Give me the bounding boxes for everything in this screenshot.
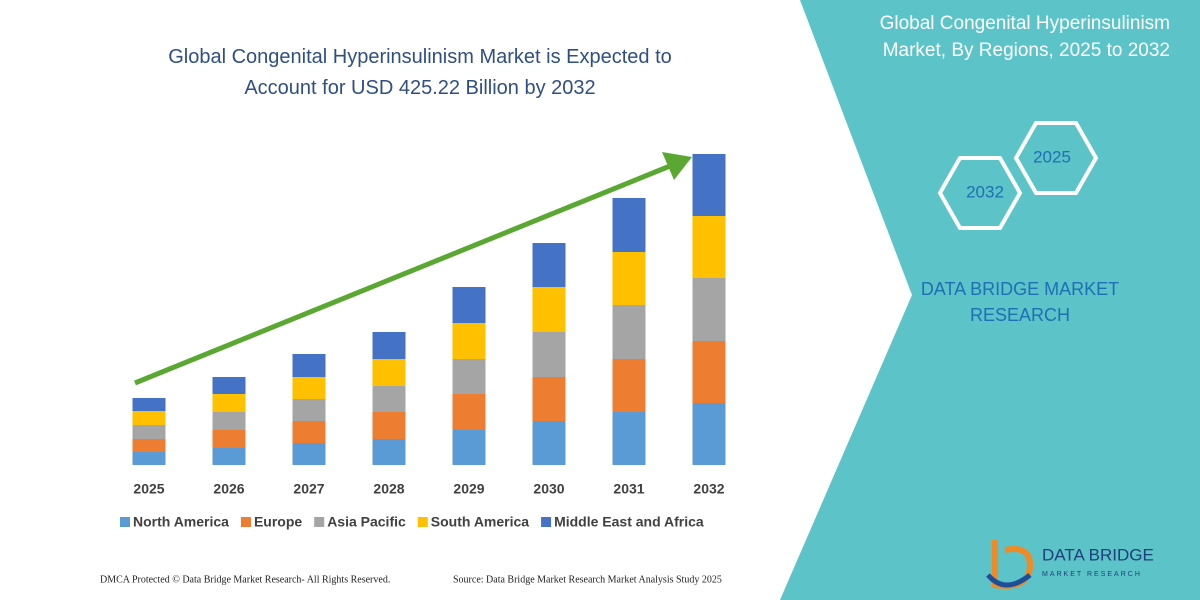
bar-segment bbox=[292, 443, 326, 465]
bar-segment bbox=[292, 354, 326, 377]
x-tick-label: 2029 bbox=[453, 481, 484, 497]
legend-label: North America bbox=[133, 514, 229, 530]
hexagon-label: 2032 bbox=[966, 182, 1004, 201]
bar-segment bbox=[132, 452, 166, 465]
bar-segment bbox=[212, 377, 246, 394]
bar-segment bbox=[132, 398, 166, 411]
chart-title: Global Congenital Hyperinsulinism Market… bbox=[168, 46, 672, 99]
bar-segment bbox=[532, 243, 566, 287]
bar-segment bbox=[452, 287, 486, 323]
bar-segment bbox=[372, 332, 406, 359]
bar-segment bbox=[292, 377, 326, 399]
trend-arrow bbox=[134, 163, 671, 386]
legend-label: South America bbox=[431, 514, 529, 530]
footer-right: Source: Data Bridge Market Research Mark… bbox=[453, 574, 722, 585]
logo: DATA BRIDGE MARKET RESEARCH bbox=[986, 540, 1154, 589]
bar-segment bbox=[692, 154, 726, 216]
bar-segment bbox=[292, 399, 326, 421]
bar-segment bbox=[132, 439, 166, 452]
bar-segment bbox=[452, 323, 486, 359]
bar-segment bbox=[612, 198, 646, 252]
hexagon-label: 2025 bbox=[1033, 147, 1071, 166]
bar-segment bbox=[532, 377, 566, 421]
bar-segment bbox=[692, 403, 726, 465]
legend-swatch bbox=[120, 517, 130, 527]
bar-segment bbox=[692, 341, 726, 403]
side-panel bbox=[780, 0, 1200, 600]
trend-arrow-head bbox=[662, 152, 692, 180]
x-tick-label: 2028 bbox=[373, 481, 404, 497]
bar-segment bbox=[212, 394, 246, 412]
bar-segment bbox=[372, 386, 406, 412]
bar-segment bbox=[612, 305, 646, 359]
x-tick-label: 2025 bbox=[133, 481, 164, 497]
bar-segment bbox=[612, 252, 646, 305]
legend-label: Europe bbox=[254, 514, 302, 530]
hexagon bbox=[937, 156, 1023, 230]
bar-segment bbox=[452, 430, 486, 465]
x-tick-label: 2026 bbox=[213, 481, 244, 497]
bar-segment bbox=[212, 412, 246, 430]
logo-subtext: MARKET RESEARCH bbox=[1042, 571, 1142, 578]
bar-segment bbox=[452, 359, 486, 394]
legend-swatch bbox=[541, 517, 552, 527]
panel-title: Global Congenital Hyperinsulinism Market… bbox=[879, 13, 1170, 61]
bar-segment bbox=[532, 332, 566, 377]
footer-left: DMCA Protected © Data Bridge Market Rese… bbox=[100, 574, 390, 585]
x-tick-label: 2031 bbox=[613, 481, 644, 497]
bar-segment bbox=[212, 448, 246, 465]
x-tick-label: 2032 bbox=[693, 481, 724, 497]
bar-segment bbox=[372, 359, 406, 386]
bar-segment bbox=[452, 394, 486, 430]
logo-text: DATA BRIDGE bbox=[1042, 545, 1154, 564]
logo-mark bbox=[986, 573, 1032, 588]
legend-swatch bbox=[240, 517, 251, 527]
bar-segment bbox=[532, 287, 566, 332]
bar-segment bbox=[532, 421, 566, 465]
bar-segment bbox=[692, 278, 726, 341]
bar-segment bbox=[372, 412, 406, 439]
legend-label: Middle East and Africa bbox=[554, 514, 704, 530]
x-tick-label: 2030 bbox=[533, 481, 564, 497]
hexagon bbox=[1013, 121, 1099, 195]
bar-segment bbox=[612, 359, 646, 412]
brand: DATA BRIDGE MARKET RESEARCH bbox=[920, 279, 1120, 325]
bar-segment bbox=[372, 439, 406, 465]
legend-swatch bbox=[417, 517, 428, 527]
bar-segment bbox=[612, 412, 646, 465]
bar-segment bbox=[692, 216, 726, 278]
x-tick-label: 2027 bbox=[293, 481, 324, 497]
bar-segment bbox=[132, 425, 166, 439]
legend-swatch bbox=[314, 517, 325, 527]
legend-label: Asia Pacific bbox=[327, 514, 406, 530]
bar-segment bbox=[132, 411, 166, 425]
bar-segment bbox=[292, 421, 326, 443]
bar-segment bbox=[212, 430, 246, 448]
